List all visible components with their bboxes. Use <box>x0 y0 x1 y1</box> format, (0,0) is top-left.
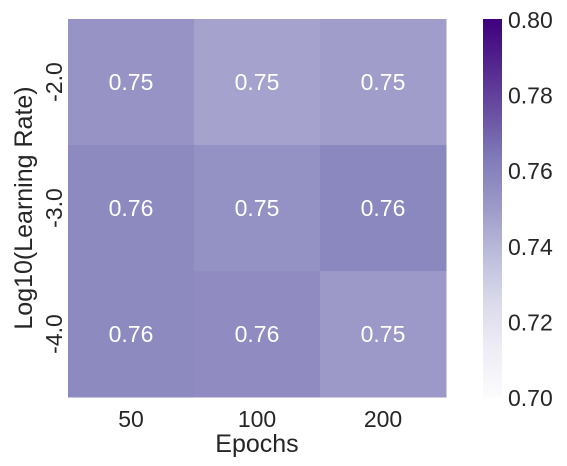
colorbar-tick-label-2: 0.74 <box>508 234 553 260</box>
heatmap-cell-r0-c0 <box>68 19 195 146</box>
colorbar-tick-label-0: 0.70 <box>508 385 553 411</box>
cell-value-label-r2-c2: 0.75 <box>361 321 406 347</box>
cell-value-label-r0-c1: 0.75 <box>235 69 280 95</box>
heatmap-cell-r1-c0 <box>68 145 195 272</box>
x-axis-label: Epochs <box>215 430 298 458</box>
colorbar-tick-labels: 0.70 0.72 0.74 0.76 0.78 0.80 <box>508 7 553 411</box>
x-axis-tick-labels: 50 100 200 <box>118 406 402 432</box>
y-tick-label-1: -3.0 <box>41 188 67 228</box>
cell-value-label-r2-c1: 0.76 <box>235 321 280 347</box>
y-tick-label-0: -2.0 <box>41 62 67 102</box>
heatmap-cell-labels: 0.75 0.75 0.75 0.76 0.75 0.76 0.76 0.76 0.75 <box>109 69 406 347</box>
cell-value-label-r0-c0: 0.75 <box>109 69 154 95</box>
heatmap-cell-r1-c2 <box>320 145 447 272</box>
heatmap-cells <box>68 19 447 398</box>
heatmap-cell-r0-c1 <box>194 19 321 146</box>
colorbar <box>483 19 502 397</box>
colorbar-tick-label-4: 0.78 <box>508 83 553 109</box>
colorbar-tick-label-1: 0.72 <box>508 309 553 335</box>
heatmap-cell-r0-c2 <box>320 19 447 146</box>
colorbar-tick-label-5: 0.80 <box>508 7 553 33</box>
heatmap-cell-r2-c0 <box>68 271 195 398</box>
heatmap-cell-r1-c1 <box>194 145 321 272</box>
cell-value-label-r1-c0: 0.76 <box>109 195 154 221</box>
cell-value-label-r1-c2: 0.76 <box>361 195 406 221</box>
colorbar-tick-label-3: 0.76 <box>508 158 553 184</box>
y-tick-label-2: -4.0 <box>41 314 67 354</box>
y-axis-label: Log10(Learning Rate) <box>10 86 38 329</box>
y-axis-tick-labels: -2.0 -3.0 -4.0 <box>41 62 67 354</box>
x-tick-label-1: 100 <box>238 406 276 432</box>
cell-value-label-r0-c2: 0.75 <box>361 69 406 95</box>
cell-value-label-r1-c1: 0.75 <box>235 195 280 221</box>
x-tick-label-2: 200 <box>364 406 402 432</box>
heatmap-cell-r2-c1 <box>194 271 321 398</box>
cell-value-label-r2-c0: 0.76 <box>109 321 154 347</box>
x-tick-label-0: 50 <box>118 406 144 432</box>
heatmap-cell-r2-c2 <box>320 271 447 398</box>
